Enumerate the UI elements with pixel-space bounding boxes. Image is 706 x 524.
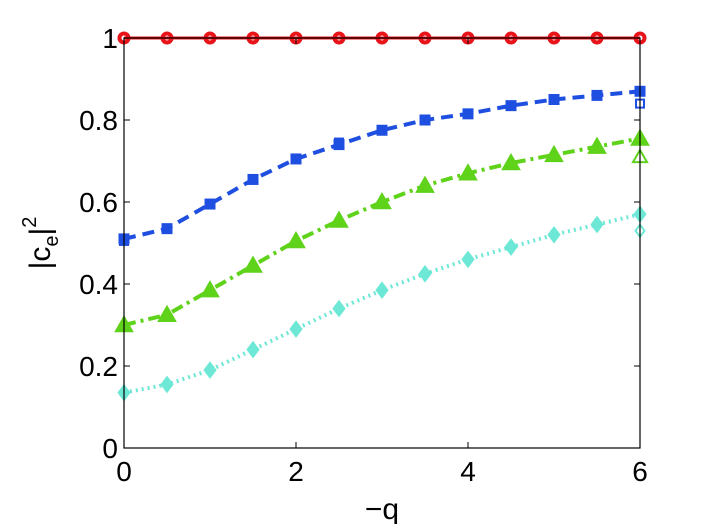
series-point — [590, 215, 604, 234]
series-point-open — [201, 281, 219, 297]
x-tick-label: 6 — [632, 456, 648, 487]
y-tick-label: 0 — [102, 433, 118, 464]
series-point-open — [462, 251, 474, 268]
series-point — [461, 250, 475, 269]
series-point-open — [419, 266, 431, 282]
y-tick-label: 0.6 — [79, 187, 118, 218]
tick-layer: 0 2 4 6 0 0.2 0.4 0.6 0.8 1 — [79, 23, 648, 487]
y-axis-label-sup: 2 — [19, 217, 41, 228]
series-point-open — [505, 239, 517, 255]
series-point-open — [549, 94, 559, 105]
series-point-open — [502, 154, 520, 170]
series-point-open — [158, 305, 176, 321]
x-axis-label: −q — [365, 493, 399, 524]
plot-frame — [123, 37, 641, 449]
series-point-open — [161, 376, 173, 393]
y-axis-label-sub: e — [41, 236, 63, 247]
series-point-open — [204, 362, 216, 378]
series-point — [332, 299, 346, 318]
series-point-open — [287, 231, 305, 248]
y-axis-label: |ce|2 — [19, 217, 63, 270]
series-point-open — [506, 100, 516, 111]
series-point-open — [376, 282, 388, 298]
series-point-open — [248, 174, 258, 185]
series-point-open — [588, 137, 606, 153]
series-point-open — [548, 227, 560, 243]
series-point-open — [377, 125, 387, 136]
series-point — [375, 281, 389, 299]
series-point-open — [545, 145, 563, 162]
y-tick-label: 0.4 — [79, 269, 118, 300]
y-tick-label: 1 — [102, 23, 118, 54]
series-point — [504, 238, 518, 256]
x-tick-label: 4 — [460, 456, 476, 487]
series-point-open — [290, 321, 302, 337]
series-point-open — [416, 176, 434, 192]
series-line — [123, 212, 641, 395]
series-point — [547, 225, 561, 244]
series-point — [160, 375, 174, 394]
series-point-open — [459, 164, 477, 180]
x-tick-label: 2 — [288, 456, 304, 487]
series-point-open — [291, 153, 301, 164]
series-point-open — [420, 115, 430, 125]
series-point — [289, 320, 303, 338]
x-tick-label: 0 — [116, 456, 132, 487]
series-point-open — [333, 300, 345, 317]
plot-area — [114, 31, 650, 402]
y-axis-label-mid: | — [24, 228, 57, 236]
series-point-open — [334, 137, 344, 148]
series-point-open — [162, 223, 172, 234]
series-line — [123, 89, 641, 241]
series-point-open — [591, 216, 603, 233]
series-point-open — [373, 192, 391, 209]
series-point-open — [463, 108, 473, 119]
series-point — [203, 361, 217, 379]
y-tick-label: 0.8 — [79, 105, 118, 136]
series-point-open — [330, 211, 348, 227]
y-axis-label-pre: |c — [24, 247, 57, 270]
series-point — [246, 340, 260, 359]
series-point-open — [244, 256, 262, 272]
series-point-open — [247, 341, 259, 358]
series-point-open — [205, 199, 215, 210]
series-point — [418, 264, 432, 283]
y-tick-label: 0.2 — [79, 351, 118, 382]
series-point-open — [592, 90, 602, 101]
